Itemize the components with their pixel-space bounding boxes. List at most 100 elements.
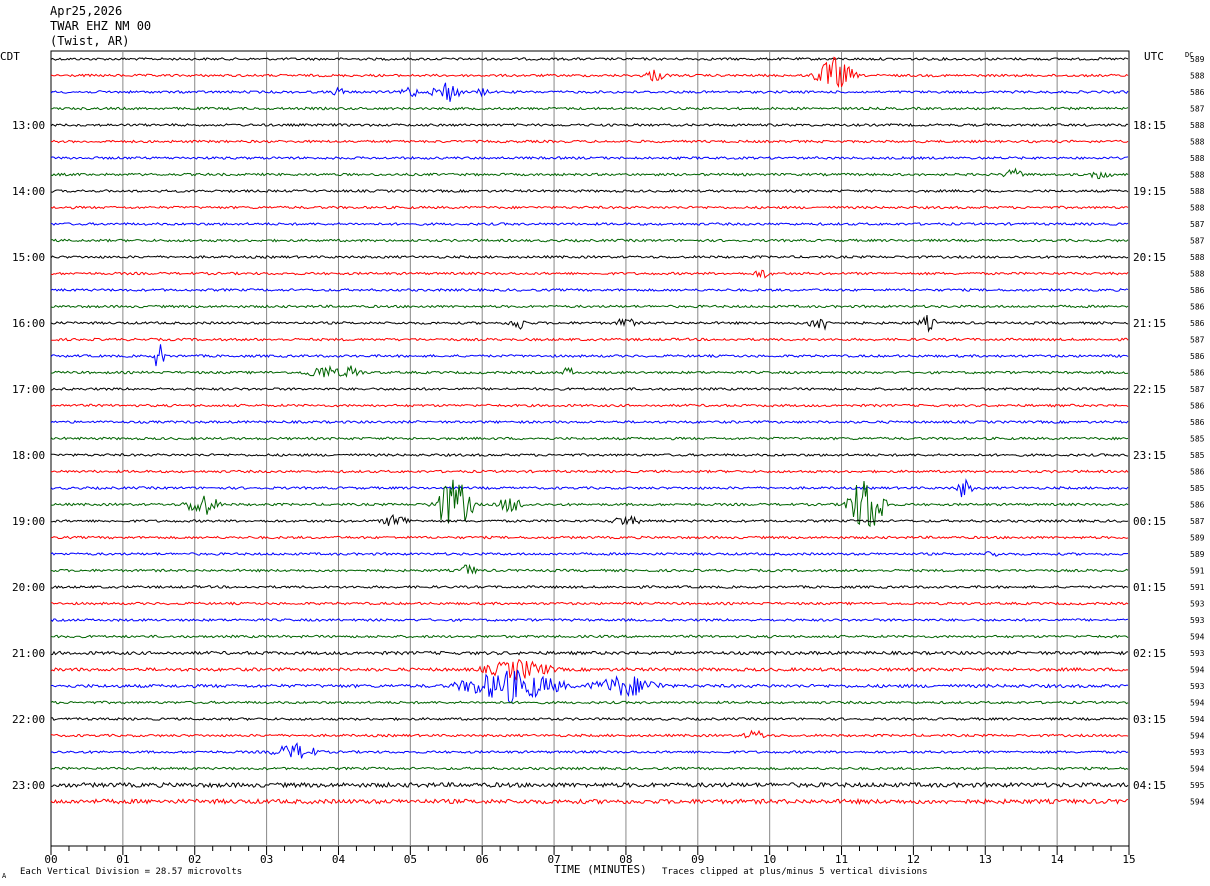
x-tick-label: 14 bbox=[1051, 853, 1065, 866]
dc-value: 593 bbox=[1190, 748, 1205, 757]
trace-line bbox=[50, 205, 1129, 210]
dc-value: 585 bbox=[1190, 484, 1205, 493]
dc-value: 587 bbox=[1190, 105, 1205, 114]
dc-value: 586 bbox=[1190, 88, 1205, 97]
left-hour-label: 16:00 bbox=[12, 317, 45, 330]
trace-line bbox=[50, 479, 1129, 528]
dc-value: 586 bbox=[1190, 286, 1205, 295]
trace-line bbox=[50, 535, 1129, 540]
trace-line bbox=[51, 139, 1129, 144]
dc-value: 588 bbox=[1190, 72, 1205, 81]
minute-grid bbox=[50, 50, 1130, 847]
hour-labels: 13:00 14:00 15:00 16:00 17:00 18:00 19:00 20:00… bbox=[12, 55, 1205, 807]
right-hour-label: 22:15 bbox=[1133, 383, 1166, 396]
x-tick-label: 11 bbox=[835, 853, 848, 866]
left-hour-label: 21:00 bbox=[12, 647, 45, 660]
x-tick-label: 08 bbox=[619, 853, 632, 866]
right-hour-label: 23:15 bbox=[1133, 449, 1166, 462]
dc-value: 593 bbox=[1190, 649, 1205, 658]
left-hour-label: 20:00 bbox=[12, 581, 45, 594]
dc-value: 585 bbox=[1190, 451, 1205, 460]
trace-line bbox=[51, 337, 1129, 342]
trace-line bbox=[50, 269, 1129, 279]
dc-value: 594 bbox=[1190, 699, 1205, 708]
x-tick-label: 13 bbox=[979, 853, 992, 866]
dc-value: 589 bbox=[1190, 55, 1205, 64]
right-hour-label: 20:15 bbox=[1133, 251, 1166, 264]
dc-value: 588 bbox=[1190, 121, 1205, 130]
dc-value: 588 bbox=[1190, 154, 1205, 163]
x-tick-label: 06 bbox=[476, 853, 489, 866]
right-hour-label: 21:15 bbox=[1133, 317, 1166, 330]
dc-value: 591 bbox=[1190, 567, 1205, 576]
trace-line bbox=[50, 155, 1129, 161]
trace-line bbox=[50, 742, 1129, 759]
trace-line bbox=[50, 700, 1129, 705]
dc-value: 593 bbox=[1190, 600, 1205, 609]
trace-line bbox=[50, 254, 1129, 259]
trace-line bbox=[50, 436, 1129, 441]
trace-line bbox=[50, 469, 1129, 474]
trace-line bbox=[50, 238, 1129, 243]
trace-line bbox=[50, 387, 1129, 391]
x-tick-label: 02 bbox=[188, 853, 201, 866]
dc-value: 594 bbox=[1190, 715, 1205, 724]
trace-line bbox=[50, 287, 1129, 293]
right-hour-label: 19:15 bbox=[1133, 185, 1166, 198]
trace-line bbox=[50, 56, 1129, 89]
dc-value: 588 bbox=[1190, 270, 1205, 279]
dc-value: 594 bbox=[1190, 666, 1205, 675]
x-tick-label: 10 bbox=[763, 853, 776, 866]
dc-value: 589 bbox=[1190, 534, 1205, 543]
header-date: Apr25,2026 bbox=[50, 4, 123, 18]
dc-value: 586 bbox=[1190, 501, 1205, 510]
trace-line bbox=[50, 669, 1129, 704]
right-hour-label: 01:15 bbox=[1133, 581, 1166, 594]
dc-value: 595 bbox=[1190, 781, 1205, 790]
dc-value: 587 bbox=[1190, 336, 1205, 345]
dc-value: 586 bbox=[1190, 352, 1205, 361]
trace-line bbox=[50, 122, 1129, 127]
trace-line bbox=[50, 729, 1129, 739]
dc-value: 588 bbox=[1190, 253, 1205, 262]
right-hour-label: 04:15 bbox=[1133, 779, 1166, 792]
right-hour-label: 18:15 bbox=[1133, 119, 1166, 132]
trace-line bbox=[50, 716, 1129, 722]
dc-value: 594 bbox=[1190, 765, 1205, 774]
dc-value: 594 bbox=[1190, 798, 1205, 807]
trace-line bbox=[50, 419, 1129, 425]
x-tick-label: 03 bbox=[260, 853, 273, 866]
corner-mark: A bbox=[2, 872, 7, 880]
dc-value: 589 bbox=[1190, 550, 1205, 559]
dc-value: 591 bbox=[1190, 583, 1205, 592]
trace-line bbox=[50, 188, 1129, 193]
dc-value: 587 bbox=[1190, 385, 1205, 394]
x-tick-label: 00 bbox=[44, 853, 57, 866]
clip-note: Traces clipped at plus/minus 5 vertical … bbox=[662, 867, 928, 877]
trace-line bbox=[50, 304, 1129, 309]
trace-line bbox=[50, 56, 1129, 61]
scale-note: Each Vertical Division = 28.57 microvolt… bbox=[20, 867, 243, 877]
trace-line bbox=[50, 781, 1129, 789]
dc-value: 588 bbox=[1190, 171, 1205, 180]
trace-line bbox=[50, 82, 1129, 102]
right-timezone-label: UTC bbox=[1144, 50, 1164, 63]
left-hour-label: 13:00 bbox=[12, 119, 45, 132]
header-location: (Twist, AR) bbox=[50, 34, 130, 48]
trace-line bbox=[50, 315, 1129, 333]
trace-line bbox=[50, 551, 1129, 557]
dc-value: 586 bbox=[1190, 468, 1205, 477]
dc-value: 587 bbox=[1190, 517, 1205, 526]
trace-line bbox=[50, 634, 1129, 639]
trace-line bbox=[50, 618, 1129, 623]
dc-value: 588 bbox=[1190, 138, 1205, 147]
trace-line bbox=[50, 601, 1129, 606]
x-tick-label: 09 bbox=[691, 853, 704, 866]
dc-value: 588 bbox=[1190, 187, 1205, 196]
left-hour-label: 17:00 bbox=[12, 383, 45, 396]
trace-line bbox=[50, 658, 1129, 681]
x-tick-label: 12 bbox=[907, 853, 920, 866]
dc-value: 594 bbox=[1190, 732, 1205, 741]
left-hour-label: 14:00 bbox=[12, 185, 45, 198]
time-axis: 00 01 02 03 04 05 06 07 08 09 10 11 12 13 14 15 bbox=[44, 846, 1136, 866]
